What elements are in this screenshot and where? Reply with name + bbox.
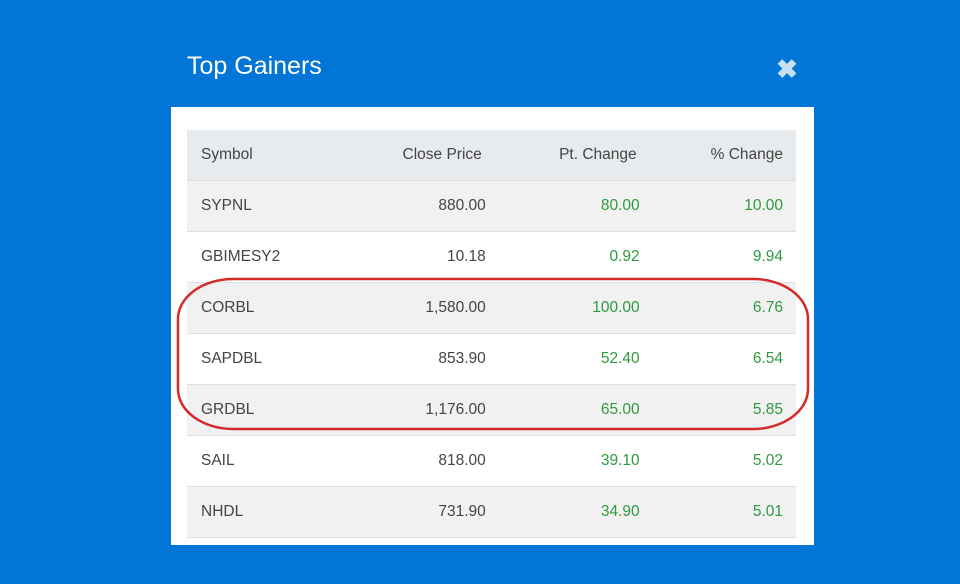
symbol-cell: SAPDBL (187, 333, 319, 385)
pt-change-cell: 39.10 (485, 435, 640, 487)
pt-change-cell: 34.90 (485, 486, 640, 538)
close-price-cell: 818.00 (318, 435, 486, 487)
header-close-price[interactable]: Close Price (318, 130, 486, 181)
table-row[interactable]: GBIMESY2 10.18 0.92 9.94 (187, 231, 796, 283)
pct-change-cell: 6.54 (639, 333, 796, 385)
header-symbol[interactable]: Symbol (187, 130, 319, 181)
modal-title: Top Gainers (187, 52, 322, 80)
close-icon[interactable]: ✖ (776, 54, 798, 84)
pct-change-cell: 5.02 (639, 435, 796, 487)
pct-change-cell: 6.76 (639, 282, 796, 334)
top-gainers-table: Symbol Close Price Pt. Change % Change S… (187, 130, 796, 538)
table-row[interactable]: NHDL 731.90 34.90 5.01 (187, 486, 796, 538)
symbol-cell: SAIL (187, 435, 319, 487)
close-price-cell: 853.90 (318, 333, 486, 385)
pct-change-cell: 10.00 (639, 180, 796, 232)
close-price-cell: 1,176.00 (318, 384, 486, 436)
pt-change-cell: 100.00 (485, 282, 640, 334)
pt-change-cell: 0.92 (485, 231, 640, 283)
symbol-cell: SYPNL (187, 180, 319, 232)
close-price-cell: 731.90 (318, 486, 486, 538)
table-row[interactable]: SYPNL 880.00 80.00 10.00 (187, 180, 796, 232)
symbol-cell: NHDL (187, 486, 319, 538)
pt-change-cell: 65.00 (485, 384, 640, 436)
symbol-cell: GBIMESY2 (187, 231, 319, 283)
pct-change-cell: 9.94 (639, 231, 796, 283)
header-pct-change[interactable]: % Change (639, 130, 796, 181)
close-price-cell: 880.00 (318, 180, 486, 232)
table-row[interactable]: SAIL 818.00 39.10 5.02 (187, 435, 796, 487)
table-row[interactable]: CORBL 1,580.00 100.00 6.76 (187, 282, 796, 334)
symbol-cell: CORBL (187, 282, 319, 334)
pct-change-cell: 5.85 (639, 384, 796, 436)
table-row[interactable]: SAPDBL 853.90 52.40 6.54 (187, 333, 796, 385)
symbol-cell: GRDBL (187, 384, 319, 436)
pt-change-cell: 80.00 (485, 180, 640, 232)
close-price-cell: 1,580.00 (318, 282, 486, 334)
pt-change-cell: 52.40 (485, 333, 640, 385)
close-price-cell: 10.18 (318, 231, 486, 283)
table-row[interactable]: GRDBL 1,176.00 65.00 5.85 (187, 384, 796, 436)
table-header-row: Symbol Close Price Pt. Change % Change (187, 130, 796, 181)
pct-change-cell: 5.01 (639, 486, 796, 538)
modal-body: Symbol Close Price Pt. Change % Change S… (171, 107, 814, 545)
header-pt-change[interactable]: Pt. Change (485, 130, 640, 181)
